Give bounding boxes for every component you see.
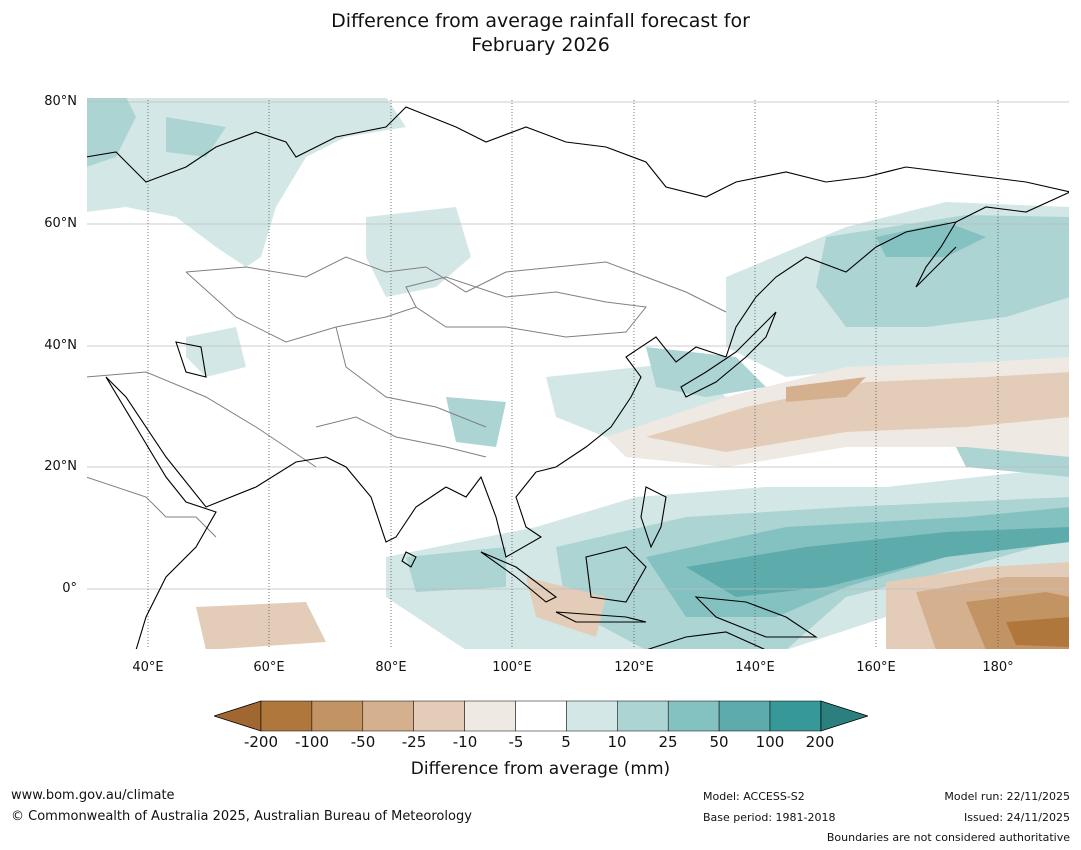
lat-label-20n: 20°N xyxy=(44,459,77,474)
coast-new-guinea xyxy=(694,596,818,638)
lon-label-160e: 160°E xyxy=(856,660,896,675)
colorbar-tick: -100 xyxy=(294,733,330,751)
lat-label-80n: 80°N xyxy=(44,94,77,109)
border-russia-south xyxy=(185,256,727,313)
footer-model: Model: ACCESS-S2 xyxy=(703,790,805,803)
wet-region-indian-ocean xyxy=(406,547,506,592)
colorbar-tick: -5 xyxy=(508,733,524,751)
lon-label-100e: 100°E xyxy=(492,660,532,675)
border-china-west xyxy=(335,326,487,428)
wet-region-caspian xyxy=(186,327,246,377)
colorbar-tick: 25 xyxy=(658,733,678,751)
coast-red-sea-africa xyxy=(105,376,217,650)
colorbar-segment xyxy=(667,700,720,732)
footer-copyright: © Commonwealth of Australia 2025, Austra… xyxy=(11,809,472,824)
meridians xyxy=(147,97,999,650)
colorbar-label: Difference from average (mm) xyxy=(410,759,671,779)
country-borders xyxy=(86,256,727,538)
wet-region-north-pacific-deep xyxy=(876,222,986,257)
coast-arabia xyxy=(105,376,327,508)
lat-label-0: 0° xyxy=(62,581,77,596)
coast-russia-pacific xyxy=(725,191,1070,358)
coast-scandinavia-russia-arctic xyxy=(86,106,1070,198)
border-mongolia xyxy=(405,276,647,338)
colorbar-extend-high xyxy=(820,700,868,732)
colorbar-tick: -10 xyxy=(452,733,478,751)
colorbar-tick: 50 xyxy=(709,733,729,751)
dry-region-subtropical-pacific-core xyxy=(646,372,1070,452)
lon-label-60e: 60°E xyxy=(253,660,285,675)
chart-title: Difference from average rainfall forecas… xyxy=(0,9,1081,57)
colorbar-tick: -50 xyxy=(350,733,376,751)
map-canvas xyxy=(86,97,1070,650)
wet-region-arctic-core xyxy=(86,97,226,167)
lon-label-140e: 140°E xyxy=(735,660,775,675)
lat-label-60n: 60°N xyxy=(44,216,77,231)
footer-website: www.bom.gov.au/climate xyxy=(11,788,175,803)
coast-korea-china xyxy=(535,336,727,473)
coast-java xyxy=(555,611,647,623)
lon-label-80e: 80°E xyxy=(375,660,407,675)
coast-sumatra xyxy=(480,551,558,603)
title-line-2: February 2026 xyxy=(471,34,610,56)
wet-region-tibet xyxy=(446,397,506,447)
footer-model-run: Model run: 22/11/2025 xyxy=(944,790,1070,803)
footer-base-period: Base period: 1981-2018 xyxy=(703,811,836,824)
footer-disclaimer: Boundaries are not considered authoritat… xyxy=(826,831,1070,844)
border-kazakhstan xyxy=(185,271,417,343)
colorbar-segment xyxy=(566,700,618,732)
dry-region-south-indian xyxy=(196,602,326,650)
colorbar-segment xyxy=(515,700,567,732)
lon-label-40e: 40°E xyxy=(132,660,164,675)
coast-borneo xyxy=(585,546,647,603)
colorbar-segment xyxy=(464,700,516,732)
coast-australia-north xyxy=(645,631,767,650)
wet-region-maritime-strong xyxy=(686,527,1070,597)
coast-india xyxy=(325,456,447,543)
border-africa xyxy=(86,476,217,538)
rainfall-map xyxy=(86,97,1070,650)
coast-japan xyxy=(680,311,777,398)
border-middle-east xyxy=(86,371,317,468)
colorbar-tick: -25 xyxy=(401,733,427,751)
lat-label-40n: 40°N xyxy=(44,338,77,353)
wet-region-central-asia xyxy=(366,207,471,297)
lon-label-180: 180° xyxy=(982,660,1014,675)
colorbar-segment xyxy=(718,700,771,732)
colorbar-tick: 100 xyxy=(755,733,785,751)
colorbar-segment xyxy=(362,700,414,732)
coastlines xyxy=(86,106,1070,650)
colorbar-tick: 200 xyxy=(805,733,835,751)
dry-region-south-pacific-extreme xyxy=(1006,617,1070,647)
colorbar-tick: 10 xyxy=(607,733,627,751)
colorbar-tick: 5 xyxy=(561,733,571,751)
coast-philippines xyxy=(640,486,667,549)
colorbar xyxy=(214,700,868,732)
footer-issued: Issued: 24/11/2025 xyxy=(963,811,1070,824)
colorbar-segment xyxy=(260,700,313,732)
title-line-1: Difference from average rainfall forecas… xyxy=(331,10,750,32)
coast-sri-lanka xyxy=(401,551,417,568)
gridlines xyxy=(86,101,1070,590)
coast-caspian xyxy=(175,341,207,378)
colorbar-tick: -200 xyxy=(243,733,279,751)
colorbar-segment xyxy=(769,700,822,732)
colorbar-segment xyxy=(413,700,465,732)
dry-anomaly-regions xyxy=(196,357,1070,650)
border-india xyxy=(315,416,487,458)
colorbar-segment xyxy=(617,700,669,732)
dry-region-subtropical-pacific-strong xyxy=(786,377,866,402)
colorbar-extend-low xyxy=(214,700,262,732)
lon-label-120e: 120°E xyxy=(614,660,654,675)
map-frame xyxy=(86,97,1070,650)
coast-kamchatka xyxy=(915,221,957,288)
coast-se-asia xyxy=(445,471,543,558)
colorbar-segment xyxy=(311,700,364,732)
